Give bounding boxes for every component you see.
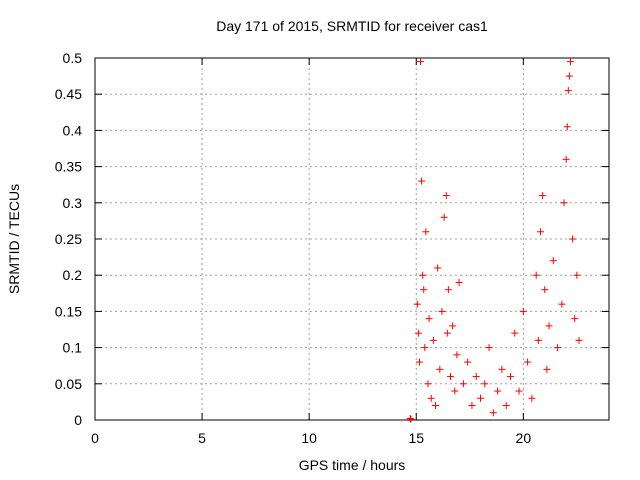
data-point bbox=[481, 380, 489, 388]
data-point bbox=[502, 402, 510, 410]
data-point bbox=[455, 278, 463, 286]
y-tick-label: 0.35 bbox=[55, 159, 82, 175]
data-point bbox=[571, 315, 579, 323]
data-point bbox=[511, 329, 519, 337]
y-tick-label: 0.3 bbox=[63, 195, 83, 211]
data-point bbox=[440, 213, 448, 221]
data-point bbox=[564, 87, 572, 95]
data-point bbox=[543, 365, 551, 373]
y-tick-label: 0.05 bbox=[55, 376, 82, 392]
data-point bbox=[562, 155, 570, 163]
data-point bbox=[453, 351, 461, 359]
x-tick-label: 10 bbox=[301, 430, 317, 446]
data-point bbox=[565, 72, 573, 80]
data-point bbox=[451, 387, 459, 395]
data-point bbox=[420, 286, 428, 294]
data-point bbox=[485, 344, 493, 352]
data-points bbox=[406, 58, 583, 423]
data-point bbox=[506, 373, 514, 381]
data-point bbox=[524, 358, 532, 366]
data-point bbox=[406, 415, 414, 423]
x-tick-label: 20 bbox=[516, 430, 532, 446]
data-point bbox=[418, 177, 426, 185]
data-point bbox=[515, 387, 523, 395]
data-point bbox=[498, 365, 506, 373]
data-point bbox=[532, 271, 540, 279]
data-point bbox=[541, 286, 549, 294]
x-axis-label: GPS time / hours bbox=[299, 457, 406, 473]
data-point bbox=[422, 228, 430, 236]
data-point bbox=[566, 58, 574, 66]
data-point bbox=[549, 257, 557, 265]
data-point bbox=[425, 315, 433, 323]
data-point bbox=[554, 344, 562, 352]
data-point bbox=[536, 228, 544, 236]
data-point bbox=[434, 264, 442, 272]
axis-ticks: 0 0.05 0.1 0.15 0.2 0.25 0.3 0.35 0.4 0.45 0.5 0 5 10… bbox=[55, 50, 609, 446]
data-point bbox=[436, 365, 444, 373]
data-point bbox=[545, 322, 553, 330]
data-point bbox=[414, 329, 422, 337]
data-point bbox=[432, 402, 440, 410]
y-tick-label: 0.2 bbox=[63, 267, 83, 283]
y-tick-label: 0.15 bbox=[55, 303, 82, 319]
grid bbox=[95, 58, 609, 420]
data-point bbox=[563, 123, 571, 131]
data-point bbox=[442, 192, 450, 200]
data-point bbox=[539, 192, 547, 200]
data-point bbox=[443, 329, 451, 337]
data-point bbox=[424, 380, 432, 388]
y-tick-label: 0.5 bbox=[63, 50, 83, 66]
data-point bbox=[575, 336, 583, 344]
y-tick-label: 0.25 bbox=[55, 231, 82, 247]
data-point bbox=[427, 394, 435, 402]
y-axis-label: SRMTID / TECUs bbox=[6, 184, 22, 294]
data-point bbox=[447, 373, 455, 381]
data-point bbox=[519, 307, 527, 315]
data-point bbox=[472, 373, 480, 381]
data-point bbox=[449, 322, 457, 330]
data-point bbox=[464, 358, 472, 366]
chart-title: Day 171 of 2015, SRMTID for receiver cas… bbox=[216, 18, 488, 34]
data-point bbox=[489, 409, 497, 417]
y-tick-label: 0 bbox=[74, 412, 82, 428]
data-point bbox=[459, 380, 467, 388]
data-point bbox=[573, 271, 581, 279]
data-point bbox=[417, 58, 425, 66]
y-tick-label: 0.4 bbox=[63, 122, 83, 138]
data-point bbox=[421, 344, 429, 352]
data-point bbox=[429, 336, 437, 344]
data-point bbox=[415, 358, 423, 366]
data-point bbox=[413, 300, 421, 308]
data-point bbox=[444, 286, 452, 294]
data-point bbox=[560, 199, 568, 207]
data-point bbox=[534, 336, 542, 344]
data-point bbox=[407, 415, 415, 423]
y-tick-label: 0.1 bbox=[63, 340, 83, 356]
data-point bbox=[419, 271, 427, 279]
data-point bbox=[477, 394, 484, 402]
data-point bbox=[569, 235, 577, 243]
data-point bbox=[468, 402, 476, 410]
data-point bbox=[558, 300, 566, 308]
data-point bbox=[528, 394, 536, 402]
x-tick-label: 0 bbox=[91, 430, 99, 446]
x-tick-label: 5 bbox=[198, 430, 206, 446]
data-point bbox=[438, 307, 446, 315]
data-point bbox=[494, 387, 502, 395]
y-tick-label: 0.45 bbox=[55, 86, 82, 102]
x-tick-label: 15 bbox=[408, 430, 424, 446]
